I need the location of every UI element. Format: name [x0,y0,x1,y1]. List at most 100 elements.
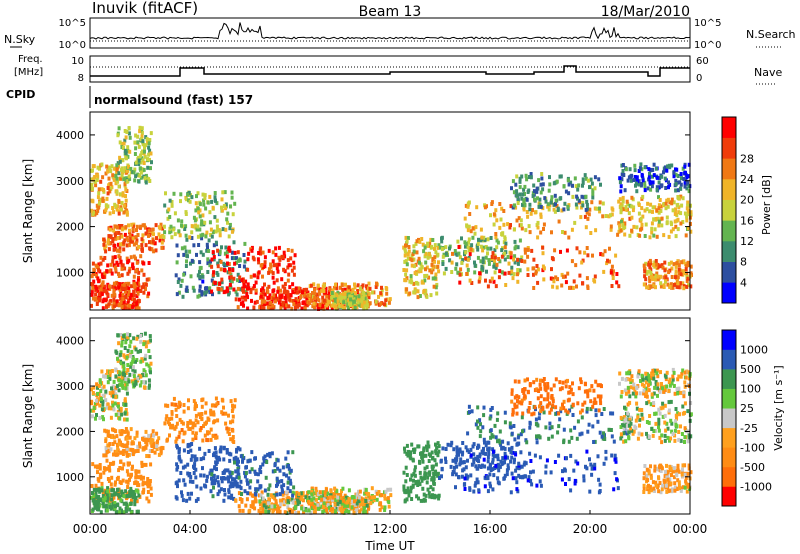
data-cell [651,372,655,377]
data-cell [517,461,521,466]
data-cell [431,256,435,261]
data-cell [651,209,654,214]
colorbar-swatch [722,179,736,200]
data-cell [187,398,190,403]
data-cell [169,224,173,229]
data-cell [581,180,585,185]
data-cell [531,469,535,474]
data-cell [171,423,174,428]
data-cell [676,217,680,222]
data-cell [465,448,469,453]
data-cell [628,377,632,382]
data-cell [521,202,524,207]
data-cell [133,140,137,145]
data-cell [383,505,387,510]
data-cell [635,225,639,230]
data-cell [657,223,661,228]
data-cell [194,401,197,406]
data-cell [548,426,552,431]
data-cell [368,495,372,500]
data-cell [332,285,336,290]
data-cell [201,438,205,443]
data-cell [206,416,210,421]
data-cell [258,305,262,310]
data-cell [162,235,166,240]
data-cell [200,290,204,295]
data-cell [651,283,655,288]
data-cell [122,177,126,182]
data-cell [380,288,384,293]
data-cell [125,243,129,248]
data-cell [201,192,205,197]
data-cell [568,285,571,290]
data-cell [195,252,198,257]
data-cell [676,411,680,416]
data-cell [464,445,468,450]
data-cell [347,292,351,297]
data-cell [518,176,522,181]
data-cell [546,202,550,207]
data-cell [450,260,454,265]
data-cell [590,181,594,186]
data-cell [231,428,235,433]
data-cell [421,486,425,491]
data-cell [113,243,117,248]
data-cell [234,469,238,474]
data-cell [412,257,416,262]
data-cell [620,376,624,381]
data-cell [128,344,132,349]
data-cell [187,426,191,431]
data-cell [563,201,567,206]
data-cell [656,274,660,279]
data-cell [572,279,576,284]
data-cell [503,473,507,478]
data-cell [343,501,347,506]
data-cell [202,473,206,478]
data-cell [155,236,158,241]
data-cell [619,425,623,429]
data-cell [135,301,139,306]
data-cell [272,293,276,298]
data-cell [619,394,623,399]
data-cell [117,200,121,205]
data-cell [202,456,206,461]
data-cell [535,264,539,268]
data-cell [654,273,658,278]
data-cell [560,386,564,391]
data-cell [552,207,556,212]
data-cell [591,195,595,200]
data-cell [657,210,661,215]
data-cell [422,249,426,254]
data-cell [134,359,137,364]
data-cell [437,444,441,449]
data-cell [119,290,123,295]
data-cell [139,224,143,229]
data-cell [555,179,559,184]
data-cell [330,291,334,295]
data-cell [625,423,629,428]
data-cell [602,461,606,466]
data-cell [474,456,478,461]
data-cell [196,206,200,211]
data-cell [103,284,106,289]
data-cell [132,293,136,298]
data-cell [295,494,299,499]
data-cell [590,466,594,471]
data-cell [280,277,284,282]
data-cell [567,390,571,395]
data-cell [132,274,136,279]
data-cell [300,506,304,511]
data-cell [609,213,612,218]
data-cell [486,440,490,445]
data-cell [247,509,251,514]
data-cell [97,392,101,397]
data-cell [121,284,124,288]
data-cell [91,212,95,217]
data-cell [630,204,634,209]
data-cell [148,479,152,483]
data-cell [279,288,282,293]
data-cell [536,235,540,240]
data-cell [579,410,582,415]
data-cell [249,290,253,295]
data-cell [201,232,205,237]
